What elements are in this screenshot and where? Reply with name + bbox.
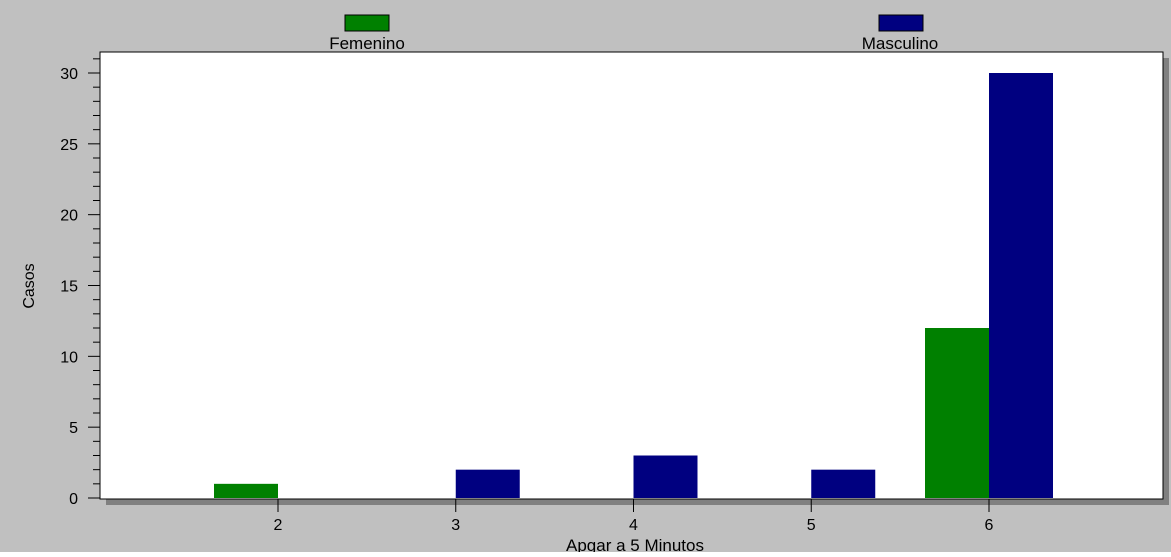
bar-masculino-5 bbox=[811, 469, 876, 498]
x-tick-label: 2 bbox=[274, 517, 283, 534]
bar-masculino-6 bbox=[989, 73, 1053, 498]
legend-swatch-masculino bbox=[878, 14, 924, 32]
legend-swatch-femenino bbox=[344, 14, 390, 32]
bar-masculino-4 bbox=[633, 455, 698, 498]
x-tick-label: 5 bbox=[807, 517, 816, 534]
x-tick-label: 3 bbox=[451, 517, 460, 534]
bar-femenino-6 bbox=[925, 328, 989, 498]
bars bbox=[214, 73, 1053, 498]
bar-femenino-2 bbox=[214, 483, 278, 498]
y-tick-label: 30 bbox=[60, 66, 78, 83]
y-axis: 0 5 10 15 20 25 30 bbox=[60, 58, 100, 508]
y-tick-label: 25 bbox=[60, 137, 78, 154]
legend-label-masculino: Masculino bbox=[862, 34, 939, 53]
y-tick-label: 15 bbox=[60, 279, 78, 296]
x-axis-label: Apgar a 5 Minutos bbox=[566, 536, 704, 552]
x-tick-label: 4 bbox=[629, 517, 638, 534]
y-tick-label: 10 bbox=[60, 349, 78, 366]
legend-label-femenino: Femenino bbox=[329, 34, 405, 53]
y-tick-label: 20 bbox=[60, 208, 78, 225]
x-axis: 2 3 4 5 6 bbox=[274, 499, 994, 534]
y-tick-label: 0 bbox=[69, 491, 78, 508]
x-tick-label: 6 bbox=[985, 517, 994, 534]
y-tick-label: 5 bbox=[69, 420, 78, 437]
bar-masculino-3 bbox=[455, 469, 520, 498]
legend: Femenino Masculino bbox=[329, 14, 939, 53]
y-axis-label: Casos bbox=[21, 263, 38, 308]
